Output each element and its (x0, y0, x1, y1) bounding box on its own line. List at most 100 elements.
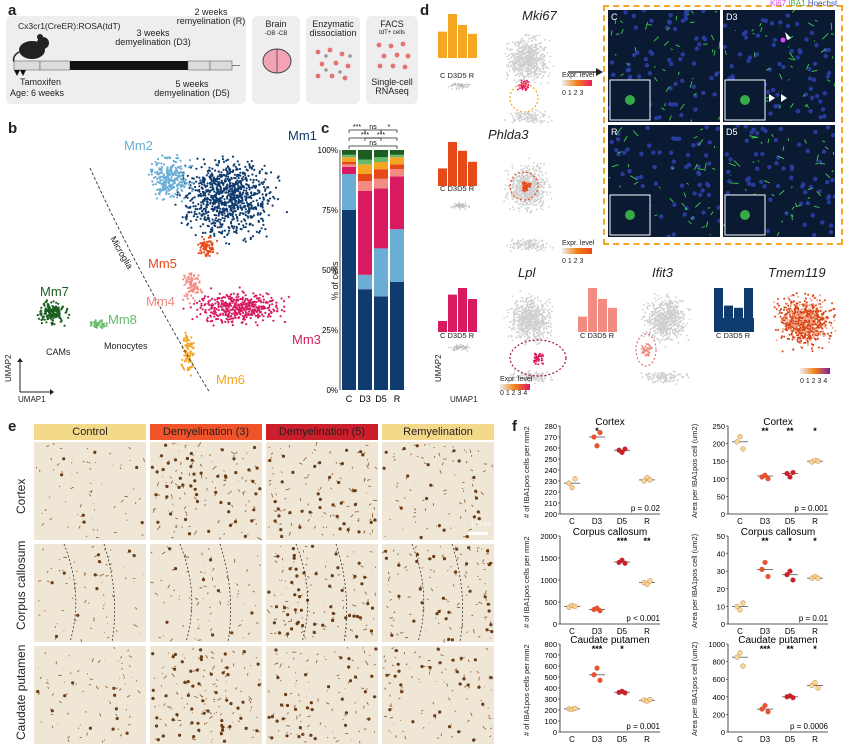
nucleus (760, 18, 766, 23)
f-ytick-label: 800 (712, 658, 725, 667)
nucleus (768, 111, 773, 116)
nucleus (709, 75, 714, 81)
nucleus (810, 213, 815, 218)
micro-tile-d5: D5 (723, 125, 835, 237)
ihc-tile (266, 442, 378, 540)
nucleus (716, 205, 720, 210)
iba1-process (824, 146, 829, 150)
nucleus (803, 190, 808, 195)
nucleus (669, 61, 674, 66)
stack-seg-mm7-d3 (358, 150, 372, 160)
iba1-process (811, 70, 818, 72)
f-ytick-label: 210 (544, 499, 557, 508)
nucleus (637, 74, 642, 79)
nucleus (723, 23, 728, 28)
stack-seg-mm1-c (342, 210, 356, 390)
nucleus (704, 181, 710, 187)
stack-seg-mm5-r (390, 164, 404, 170)
f-point (784, 470, 790, 477)
umap1-label-b: UMAP1 (18, 395, 46, 404)
nucleus (673, 136, 679, 141)
feature-umaps (438, 14, 837, 390)
nucleus (616, 151, 621, 157)
umap-cluster-mm4 (182, 272, 204, 305)
micro-tile-r: R (608, 125, 720, 237)
stack-seg-mm2-c (342, 174, 356, 210)
f-xtick-label: R (812, 517, 818, 526)
nucleus (687, 162, 692, 168)
iba1-process (645, 21, 649, 30)
f-point (765, 709, 771, 715)
f-point (815, 685, 821, 691)
nucleus (781, 166, 786, 171)
f-star: *** (760, 644, 771, 654)
nucleus (751, 182, 756, 187)
nucleus (627, 74, 633, 80)
iba1-process (710, 211, 714, 216)
stack-seg-mm6-d5 (374, 162, 388, 170)
sig-label: *** (353, 124, 361, 131)
nucleus (809, 30, 815, 35)
remy-label: 2 weeks remyelination (R) (176, 7, 246, 27)
facs-cells-icon (376, 41, 411, 70)
nucleus (749, 130, 754, 135)
iba1-process (830, 22, 833, 31)
f-point (641, 478, 647, 484)
iba1-process (685, 208, 688, 211)
nucleus (609, 60, 615, 65)
nucleus (700, 188, 705, 193)
stack-seg-mm4-d5 (374, 178, 388, 189)
f-ytick-label: 220 (544, 488, 557, 497)
stack-seg-mm7-c (342, 150, 356, 155)
f-star: ** (761, 426, 769, 436)
iba1-process (718, 116, 720, 121)
iba1-process (765, 67, 771, 71)
stain-legend: Ki67 IBA1 Hoechst (770, 0, 838, 8)
f-ytick-label: 20 (717, 585, 725, 594)
f-ytick-label: 200 (544, 706, 557, 715)
nucleus (778, 126, 783, 132)
f-point (647, 578, 653, 584)
iba1-process (718, 41, 720, 49)
panel-label-f: f (512, 418, 517, 435)
nucleus (781, 64, 786, 70)
nucleus (727, 179, 732, 184)
cluster-label-mm2: Mm2 (124, 138, 153, 153)
f-ytick-label: 700 (544, 651, 557, 660)
row-label-corpus-callosum: Corpus callosum (14, 540, 28, 630)
expression-colorbar (500, 384, 530, 390)
minibar-phlda3 (458, 150, 467, 186)
iba1-process (690, 10, 695, 14)
f-star: * (813, 536, 817, 546)
minibar-phlda3 (468, 161, 477, 186)
iba1-process (689, 81, 693, 88)
nucleus (759, 179, 764, 185)
umap-clusters (36, 154, 290, 394)
nucleus (813, 130, 818, 135)
nucleus (775, 92, 780, 98)
iba1-process (712, 167, 716, 171)
iba1-process (633, 181, 639, 185)
highlight-circle (509, 171, 539, 201)
stack-seg-mm4-d3 (358, 181, 372, 191)
iba1-process (620, 29, 624, 34)
iba1-process (653, 65, 656, 69)
cc-boundary (219, 543, 232, 643)
f-ytick-label: 1500 (540, 554, 557, 563)
iba1-process (705, 221, 709, 228)
minibar-mki67 (468, 33, 477, 58)
nucleus (623, 10, 628, 15)
iba1-process (654, 214, 658, 217)
f-point (591, 434, 597, 440)
nucleus (697, 182, 702, 188)
microglia-boundary (89, 167, 211, 394)
sig-bracket (348, 145, 398, 149)
feature-umap-phlda3 (503, 157, 554, 253)
f-xtick-label: D3 (592, 627, 603, 636)
ihc-tile (150, 646, 262, 744)
iba1-process (658, 186, 661, 189)
umap-thumbnail (447, 343, 470, 352)
demy3-label: 3 weeks demyelination (D3) (115, 28, 191, 48)
nucleus (668, 13, 673, 18)
